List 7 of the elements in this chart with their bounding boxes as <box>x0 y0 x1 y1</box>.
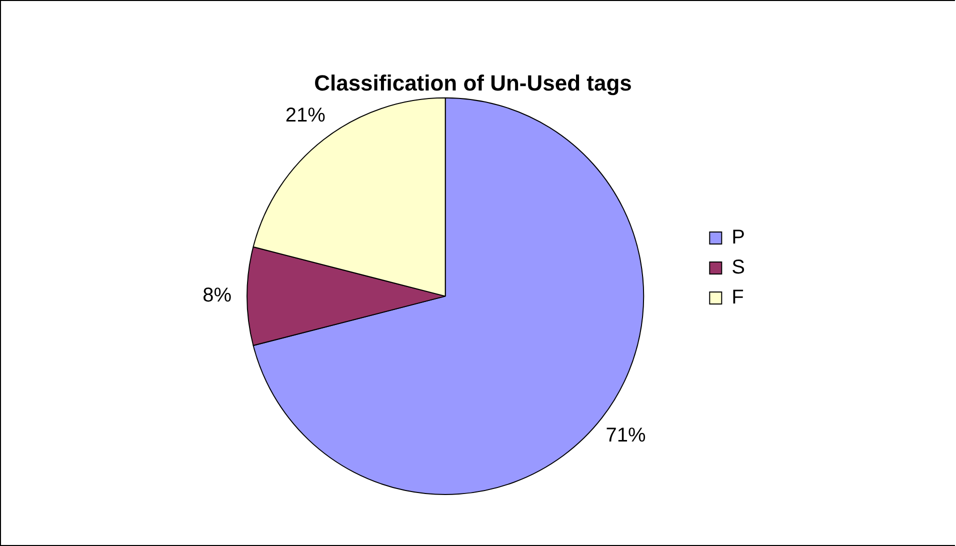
legend-label: F <box>732 286 744 309</box>
chart-title: Classification of Un-Used tags <box>314 70 632 96</box>
data-label: 8% <box>202 284 232 307</box>
data-label: 71% <box>606 424 646 447</box>
data-label: 21% <box>285 104 326 126</box>
legend-label: P <box>732 226 746 249</box>
legend-label: S <box>732 256 746 279</box>
